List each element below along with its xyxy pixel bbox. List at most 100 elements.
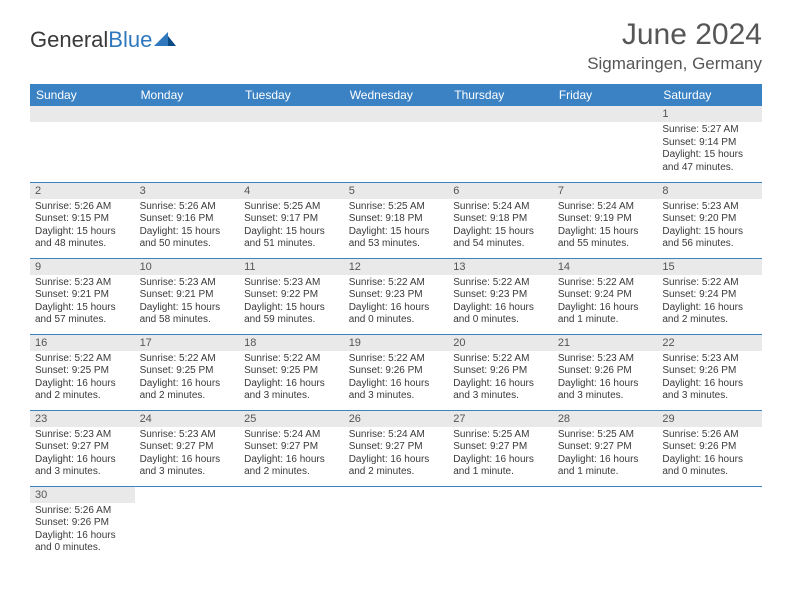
calendar-day-cell: 21Sunrise: 5:23 AMSunset: 9:26 PMDayligh… <box>553 334 658 410</box>
daylight-line: Daylight: 15 hours and 48 minutes. <box>35 226 130 251</box>
day-content: Sunrise: 5:23 AMSunset: 9:26 PMDaylight:… <box>553 351 658 405</box>
daylight-line: Daylight: 16 hours and 1 minute. <box>558 302 653 327</box>
brand-logo: GeneralBlue <box>30 18 176 54</box>
sunset-line: Sunset: 9:26 PM <box>453 365 548 378</box>
calendar-page: GeneralBlue June 2024 Sigmaringen, Germa… <box>0 0 792 572</box>
day-content: Sunrise: 5:22 AMSunset: 9:25 PMDaylight:… <box>30 351 135 405</box>
day-number: 13 <box>448 259 553 275</box>
day-header-row: Sunday Monday Tuesday Wednesday Thursday… <box>30 84 762 106</box>
dow-fri: Friday <box>553 84 658 106</box>
sunset-line: Sunset: 9:27 PM <box>244 441 339 454</box>
day-content: Sunrise: 5:25 AMSunset: 9:27 PMDaylight:… <box>448 427 553 481</box>
calendar-day-cell <box>448 106 553 182</box>
daynum-bar-empty <box>239 106 344 122</box>
calendar-day-cell: 25Sunrise: 5:24 AMSunset: 9:27 PMDayligh… <box>239 410 344 486</box>
sunset-line: Sunset: 9:21 PM <box>140 289 235 302</box>
day-number: 14 <box>553 259 658 275</box>
daylight-line: Daylight: 16 hours and 0 minutes. <box>349 302 444 327</box>
daylight-line: Daylight: 15 hours and 50 minutes. <box>140 226 235 251</box>
calendar-table: Sunday Monday Tuesday Wednesday Thursday… <box>30 84 762 562</box>
sunrise-line: Sunrise: 5:23 AM <box>244 277 339 290</box>
sunset-line: Sunset: 9:17 PM <box>244 213 339 226</box>
daylight-line: Daylight: 16 hours and 3 minutes. <box>140 454 235 479</box>
sunset-line: Sunset: 9:18 PM <box>453 213 548 226</box>
sunrise-line: Sunrise: 5:23 AM <box>140 429 235 442</box>
sunrise-line: Sunrise: 5:26 AM <box>35 201 130 214</box>
sunrise-line: Sunrise: 5:26 AM <box>140 201 235 214</box>
calendar-day-cell <box>448 486 553 562</box>
brand-triangle-icon <box>154 26 176 52</box>
daylight-line: Daylight: 16 hours and 3 minutes. <box>349 378 444 403</box>
dow-sun: Sunday <box>30 84 135 106</box>
daylight-line: Daylight: 16 hours and 3 minutes. <box>244 378 339 403</box>
calendar-day-cell: 28Sunrise: 5:25 AMSunset: 9:27 PMDayligh… <box>553 410 658 486</box>
calendar-day-cell: 20Sunrise: 5:22 AMSunset: 9:26 PMDayligh… <box>448 334 553 410</box>
daylight-line: Daylight: 16 hours and 3 minutes. <box>558 378 653 403</box>
sunset-line: Sunset: 9:23 PM <box>453 289 548 302</box>
sunrise-line: Sunrise: 5:24 AM <box>244 429 339 442</box>
sunset-line: Sunset: 9:21 PM <box>35 289 130 302</box>
daylight-line: Daylight: 15 hours and 54 minutes. <box>453 226 548 251</box>
calendar-day-cell <box>553 106 658 182</box>
day-number: 17 <box>135 335 240 351</box>
dow-thu: Thursday <box>448 84 553 106</box>
calendar-day-cell <box>135 486 240 562</box>
sunrise-line: Sunrise: 5:22 AM <box>140 353 235 366</box>
sunset-line: Sunset: 9:27 PM <box>35 441 130 454</box>
page-header: GeneralBlue June 2024 Sigmaringen, Germa… <box>30 18 762 74</box>
sunrise-line: Sunrise: 5:22 AM <box>453 277 548 290</box>
day-content: Sunrise: 5:23 AMSunset: 9:27 PMDaylight:… <box>135 427 240 481</box>
day-number: 22 <box>657 335 762 351</box>
daylight-line: Daylight: 16 hours and 2 minutes. <box>662 302 757 327</box>
day-number: 28 <box>553 411 658 427</box>
sunset-line: Sunset: 9:19 PM <box>558 213 653 226</box>
sunrise-line: Sunrise: 5:22 AM <box>35 353 130 366</box>
sunset-line: Sunset: 9:22 PM <box>244 289 339 302</box>
day-content: Sunrise: 5:26 AMSunset: 9:26 PMDaylight:… <box>30 503 135 557</box>
day-content: Sunrise: 5:22 AMSunset: 9:24 PMDaylight:… <box>553 275 658 329</box>
day-content: Sunrise: 5:25 AMSunset: 9:27 PMDaylight:… <box>553 427 658 481</box>
calendar-day-cell: 13Sunrise: 5:22 AMSunset: 9:23 PMDayligh… <box>448 258 553 334</box>
day-content: Sunrise: 5:23 AMSunset: 9:20 PMDaylight:… <box>657 199 762 253</box>
calendar-day-cell <box>30 106 135 182</box>
sunset-line: Sunset: 9:16 PM <box>140 213 235 226</box>
calendar-day-cell: 1Sunrise: 5:27 AMSunset: 9:14 PMDaylight… <box>657 106 762 182</box>
day-number: 25 <box>239 411 344 427</box>
sunrise-line: Sunrise: 5:22 AM <box>349 277 444 290</box>
sunset-line: Sunset: 9:26 PM <box>662 365 757 378</box>
day-content: Sunrise: 5:26 AMSunset: 9:15 PMDaylight:… <box>30 199 135 253</box>
sunrise-line: Sunrise: 5:23 AM <box>558 353 653 366</box>
daynum-bar-empty <box>448 106 553 122</box>
sunrise-line: Sunrise: 5:26 AM <box>35 505 130 518</box>
sunset-line: Sunset: 9:27 PM <box>140 441 235 454</box>
day-number: 26 <box>344 411 449 427</box>
daylight-line: Daylight: 16 hours and 1 minute. <box>453 454 548 479</box>
daynum-bar-empty <box>30 106 135 122</box>
day-number: 12 <box>344 259 449 275</box>
calendar-day-cell: 3 Sunrise: 5:26 AMSunset: 9:16 PMDaylight… <box>135 182 240 258</box>
calendar-week: 2Sunrise: 5:26 AMSunset: 9:15 PMDaylight… <box>30 182 762 258</box>
sunrise-line: Sunrise: 5:25 AM <box>558 429 653 442</box>
day-content: Sunrise: 5:22 AMSunset: 9:26 PMDaylight:… <box>344 351 449 405</box>
daynum-bar-empty <box>344 106 449 122</box>
dow-sat: Saturday <box>657 84 762 106</box>
day-number: 3 <box>135 183 240 199</box>
calendar-day-cell: 17Sunrise: 5:22 AMSunset: 9:25 PMDayligh… <box>135 334 240 410</box>
calendar-body: 1Sunrise: 5:27 AMSunset: 9:14 PMDaylight… <box>30 106 762 562</box>
dow-tue: Tuesday <box>239 84 344 106</box>
calendar-day-cell: 30Sunrise: 5:26 AMSunset: 9:26 PMDayligh… <box>30 486 135 562</box>
day-number: 6 <box>448 183 553 199</box>
calendar-day-cell: 10Sunrise: 5:23 AMSunset: 9:21 PMDayligh… <box>135 258 240 334</box>
daylight-line: Daylight: 16 hours and 3 minutes. <box>453 378 548 403</box>
calendar-day-cell <box>239 106 344 182</box>
calendar-day-cell: 8Sunrise: 5:23 AMSunset: 9:20 PMDaylight… <box>657 182 762 258</box>
day-number: 11 <box>239 259 344 275</box>
calendar-day-cell <box>344 106 449 182</box>
day-content: Sunrise: 5:23 AMSunset: 9:21 PMDaylight:… <box>135 275 240 329</box>
daylight-line: Daylight: 15 hours and 58 minutes. <box>140 302 235 327</box>
calendar-week: 9Sunrise: 5:23 AMSunset: 9:21 PMDaylight… <box>30 258 762 334</box>
dow-mon: Monday <box>135 84 240 106</box>
day-number: 2 <box>30 183 135 199</box>
sunrise-line: Sunrise: 5:22 AM <box>453 353 548 366</box>
day-number: 23 <box>30 411 135 427</box>
